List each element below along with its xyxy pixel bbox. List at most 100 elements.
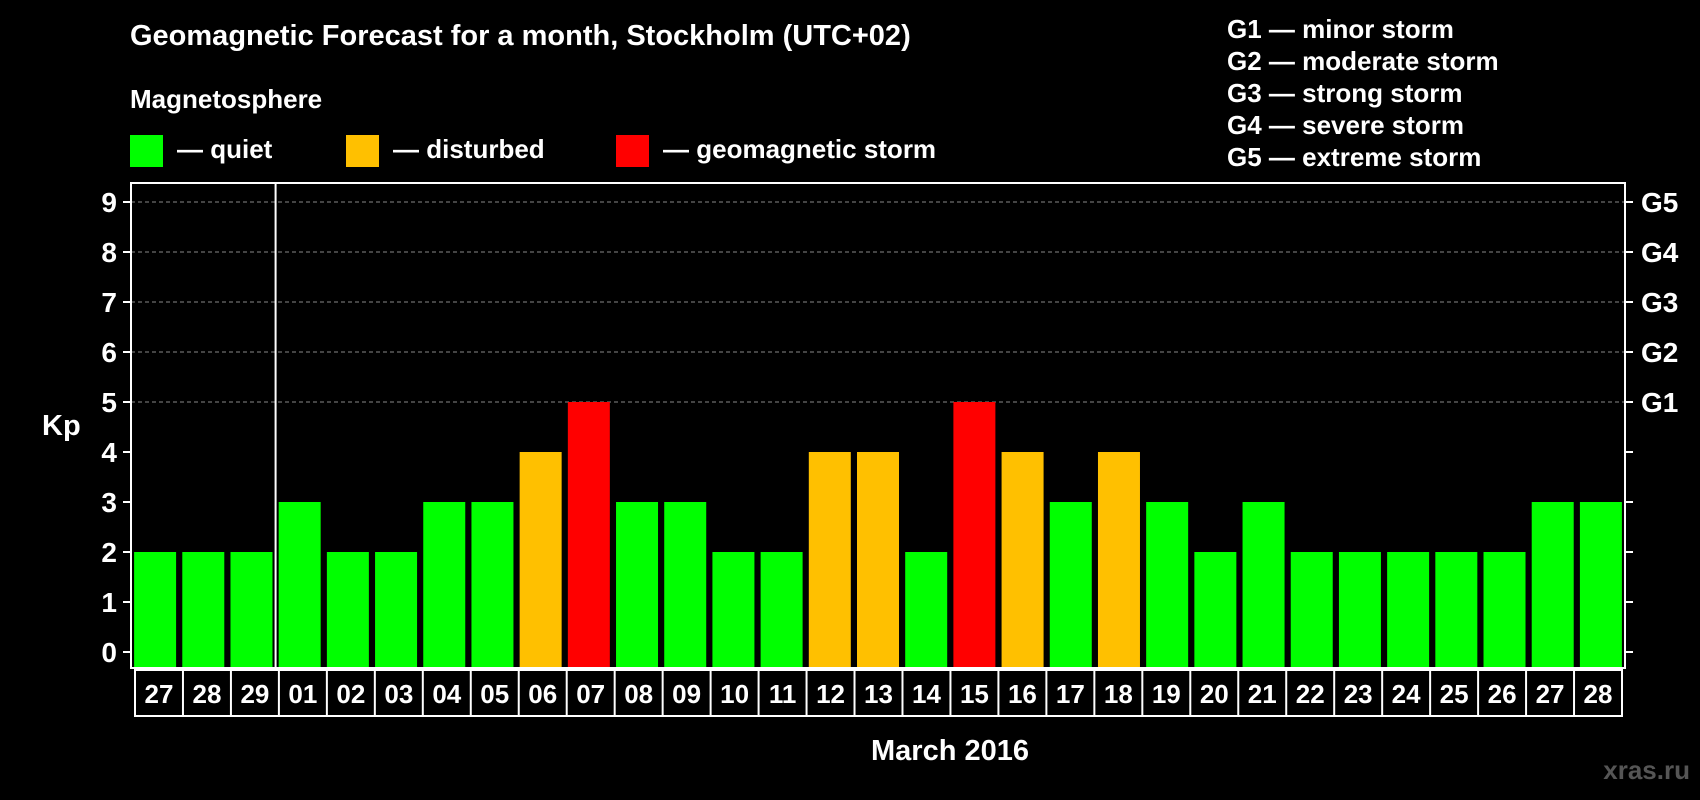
date-label-28: 26 xyxy=(1488,679,1517,709)
date-label-5: 03 xyxy=(384,679,413,709)
bar-10 xyxy=(616,502,659,668)
date-label-1: 28 xyxy=(192,679,221,709)
grid-lines xyxy=(131,201,1625,403)
y-axis: 0 1 2 3 4 5 6 7 8 9 xyxy=(101,187,1633,668)
y-tick-label-9: 9 xyxy=(101,187,117,218)
date-label-13: 11 xyxy=(769,679,797,709)
right-axis: G1 G2 G3 G4 G5 xyxy=(1625,187,1679,418)
legend-label-quiet: — quiet xyxy=(177,134,273,164)
bar-18 xyxy=(1001,452,1044,668)
date-label-12: 10 xyxy=(720,679,749,709)
bar-14 xyxy=(808,452,851,668)
bar-9 xyxy=(567,402,610,668)
date-label-17: 15 xyxy=(960,679,989,709)
right-tick-label-G2: G2 xyxy=(1641,337,1678,368)
date-label-30: 28 xyxy=(1584,679,1613,709)
date-label-24: 22 xyxy=(1296,679,1325,709)
watermark: xras.ru xyxy=(1603,755,1690,785)
date-label-20: 18 xyxy=(1104,679,1133,709)
storm-scale-g2: G2 — moderate storm xyxy=(1227,46,1499,76)
x-axis-label: March 2016 xyxy=(871,735,1029,767)
date-label-4: 02 xyxy=(336,679,365,709)
chart-title: Geomagnetic Forecast for a month, Stockh… xyxy=(130,20,911,52)
bar-15 xyxy=(857,452,899,668)
bar-1 xyxy=(182,552,225,668)
date-label-11: 09 xyxy=(672,679,701,709)
date-label-10: 08 xyxy=(624,679,653,709)
bar-6 xyxy=(423,502,466,668)
bar-17 xyxy=(953,402,996,668)
bar-8 xyxy=(519,452,562,668)
date-label-29: 27 xyxy=(1536,679,1565,709)
plot-frame xyxy=(130,182,1626,669)
bars xyxy=(134,402,1622,668)
date-label-26: 24 xyxy=(1392,679,1421,709)
date-label-23: 21 xyxy=(1248,679,1277,709)
date-label-3: 01 xyxy=(288,679,317,709)
storm-scale-g3: G3 — strong storm xyxy=(1227,78,1463,108)
bar-3 xyxy=(278,502,321,668)
bar-28 xyxy=(1483,552,1526,668)
bar-12 xyxy=(712,552,755,668)
plot-border xyxy=(130,182,1626,669)
y-tick-label-0: 0 xyxy=(101,637,117,668)
y-tick-label-3: 3 xyxy=(101,487,117,518)
legend-swatch-disturbed xyxy=(346,135,379,167)
bar-26 xyxy=(1387,552,1430,668)
bar-11 xyxy=(664,502,707,668)
legend-label-storm: — geomagnetic storm xyxy=(663,134,937,164)
date-strip-border xyxy=(134,669,1623,717)
right-tick-label-G4: G4 xyxy=(1641,237,1679,268)
date-label-16: 14 xyxy=(912,679,941,709)
y-tick-label-5: 5 xyxy=(101,387,117,418)
bar-21 xyxy=(1146,502,1189,668)
bar-30 xyxy=(1579,502,1622,668)
y-axis-label: Kp xyxy=(42,410,81,442)
storm-scale-g5: G5 — extreme storm xyxy=(1227,142,1482,172)
date-label-25: 23 xyxy=(1344,679,1373,709)
y-tick-label-4: 4 xyxy=(101,437,117,468)
date-label-8: 06 xyxy=(528,679,557,709)
date-label-9: 07 xyxy=(576,679,605,709)
bar-25 xyxy=(1338,552,1381,668)
legend-label-disturbed: — disturbed xyxy=(393,134,545,164)
right-tick-label-G1: G1 xyxy=(1641,387,1678,418)
date-label-0: 27 xyxy=(145,679,174,709)
x-axis: 27 28 29 01 02 03 04 05 06 07 08 09 10 11 12 13 14 15 16 17… xyxy=(134,669,1623,717)
date-label-14: 12 xyxy=(816,679,845,709)
bar-23 xyxy=(1242,502,1285,668)
bar-24 xyxy=(1290,552,1333,668)
date-label-21: 19 xyxy=(1152,679,1181,709)
legend-swatch-quiet xyxy=(130,135,163,167)
bar-16 xyxy=(905,552,948,668)
bar-2 xyxy=(230,552,273,668)
y-tick-label-1: 1 xyxy=(101,587,117,618)
y-tick-label-8: 8 xyxy=(101,237,117,268)
right-tick-label-G5: G5 xyxy=(1641,187,1678,218)
bar-20 xyxy=(1097,452,1140,668)
storm-scale-g4: G4 — severe storm xyxy=(1227,110,1465,140)
date-label-27: 25 xyxy=(1440,679,1469,709)
date-label-7: 05 xyxy=(480,679,509,709)
date-label-22: 20 xyxy=(1200,679,1229,709)
bar-4 xyxy=(326,552,369,668)
bar-19 xyxy=(1049,502,1092,668)
bar-7 xyxy=(471,502,514,668)
right-tick-label-G3: G3 xyxy=(1641,287,1678,318)
date-label-18: 16 xyxy=(1008,679,1037,709)
storm-scale-g1: G1 — minor storm xyxy=(1227,14,1454,44)
date-label-19: 17 xyxy=(1056,679,1085,709)
y-tick-label-7: 7 xyxy=(101,287,117,318)
legend-swatch-storm xyxy=(616,135,649,167)
bar-22 xyxy=(1194,552,1237,668)
date-label-2: 29 xyxy=(240,679,269,709)
bar-27 xyxy=(1435,552,1478,668)
bar-29 xyxy=(1531,502,1574,668)
date-label-6: 04 xyxy=(432,679,461,709)
y-tick-label-6: 6 xyxy=(101,337,117,368)
bar-5 xyxy=(375,552,418,668)
magnetosphere-label: Magnetosphere xyxy=(130,84,323,114)
y-tick-label-2: 2 xyxy=(101,537,117,568)
date-label-15: 13 xyxy=(864,679,893,709)
